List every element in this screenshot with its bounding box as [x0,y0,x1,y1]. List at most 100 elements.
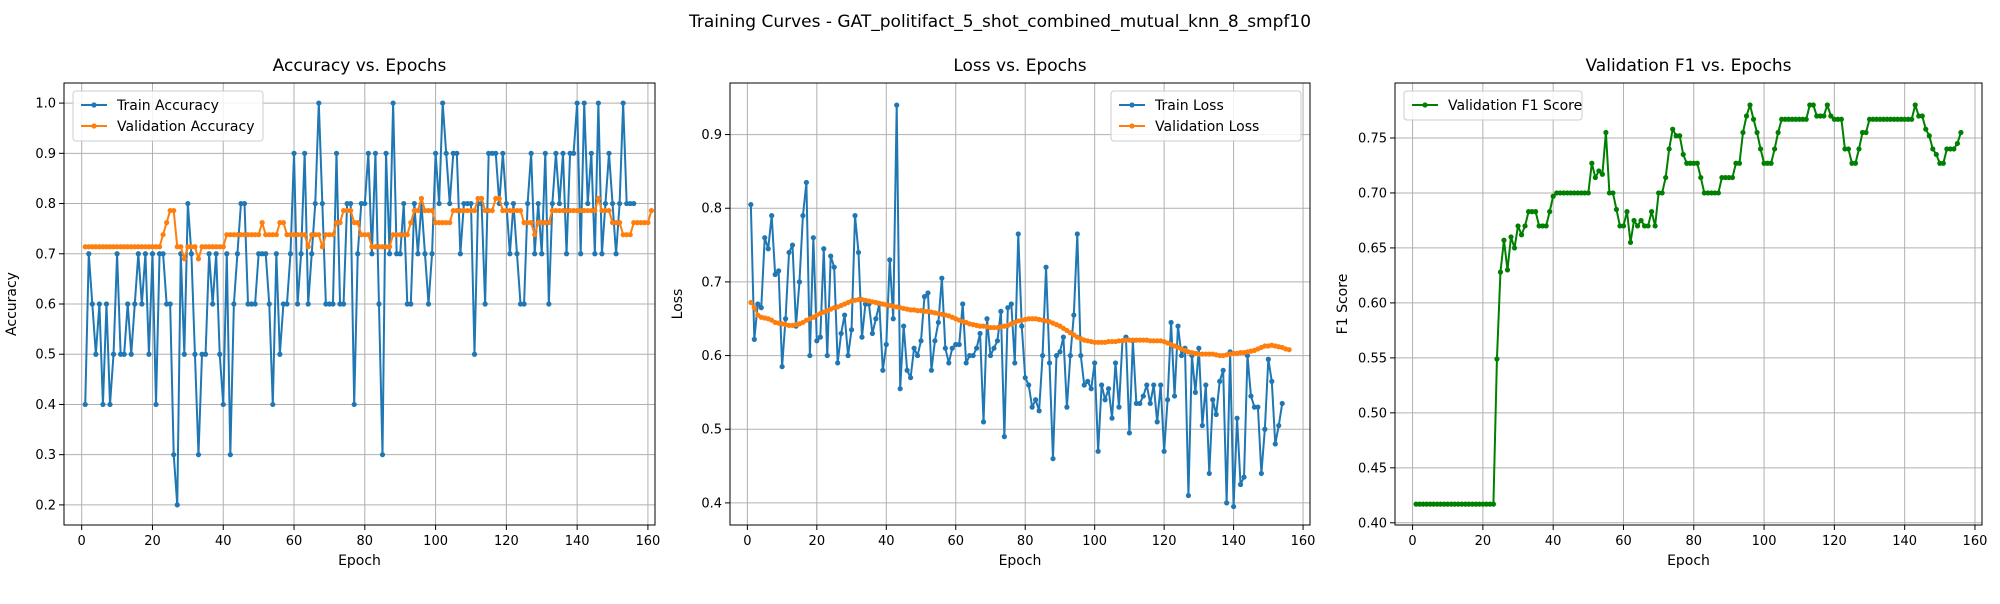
data-point [376,301,382,307]
data-point [1165,397,1171,403]
data-point [1715,190,1721,196]
data-point [415,251,421,257]
data-point [174,502,180,508]
data-point [592,251,598,257]
data-point [960,301,966,307]
data-point [171,452,177,458]
data-point [390,100,396,106]
data-point [447,220,453,226]
data-point [1624,209,1630,215]
data-point [1248,393,1254,399]
data-point [1589,160,1595,166]
y-tick-label: 0.6 [35,298,56,313]
legend-box [72,90,264,142]
data-point [782,316,789,322]
data-point [429,251,435,257]
data-point [755,301,761,307]
data-point [1620,223,1627,229]
legend-marker [91,102,97,108]
data-point [213,251,219,257]
data-point [842,312,848,318]
data-point [408,220,414,226]
y-axis-label: Accuracy [4,272,20,336]
data-point [762,235,768,241]
data-point [814,338,820,344]
data-point [1210,397,1216,403]
data-point [1019,323,1025,329]
data-point [588,150,594,156]
data-point [1494,356,1500,362]
data-point [1926,133,1932,139]
data-point [96,301,102,307]
data-point [987,352,994,359]
x-tick-label: 40 [215,534,232,549]
y-tick-label: 0.5 [701,423,722,438]
data-point [280,220,287,226]
data-point [305,244,311,250]
data-point [803,179,810,186]
data-point [171,207,177,214]
data-point [220,244,226,250]
data-point [1518,232,1525,238]
data-point [751,305,757,311]
data-point [319,200,325,207]
data-point [1645,223,1651,229]
y-tick-label: 0.70 [1358,186,1387,201]
data-point [1680,151,1686,158]
y-axis-label: Loss [670,289,686,320]
data-point [1631,217,1637,224]
data-point [316,100,322,106]
data-point [404,232,410,238]
x-tick-label: 80 [1685,534,1702,549]
legend-marker [1422,102,1428,108]
data-point [348,207,354,214]
data-point [195,452,202,458]
data-point [855,249,862,256]
data-point [883,341,889,348]
data-point [1102,397,1108,403]
data-point [914,352,921,359]
data-point [1958,129,1964,136]
data-point [1933,151,1939,158]
x-tick-label: 60 [947,534,964,549]
data-point [1747,102,1753,108]
data-point [542,150,548,156]
x-tick-label: 100 [1082,534,1107,549]
data-point [546,220,552,226]
data-point [89,301,95,307]
data-point [535,200,541,207]
data-point [831,264,837,270]
data-point [1740,129,1746,136]
data-point [1088,386,1094,392]
data-point [500,150,506,156]
data-point [1199,422,1205,429]
loss-panel: 0 20 40 60 80 100 120 140 160 0.4 0.5 0.6 0.7 0.8 0.9 L… [670,56,1315,569]
data-point [1652,223,1658,229]
data-point [273,251,279,257]
x-tick-label: 40 [878,534,895,549]
data-point [1803,116,1809,122]
data-point [1543,223,1549,229]
data-point [156,244,163,250]
data-point [340,301,347,307]
data-point [1504,267,1511,273]
data-point [316,232,322,238]
y-tick-label: 0.9 [701,128,722,143]
legend: Train Accuracy Validation Accuracy [72,90,264,142]
data-point [1244,352,1251,359]
y-tick-label: 0.8 [35,197,56,212]
data-point [1279,400,1285,407]
data-point [998,308,1004,314]
y-tick-label: 1.0 [35,97,56,112]
data-point [645,220,651,226]
data-point [355,220,361,226]
data-point [869,330,876,337]
data-point [973,345,980,351]
data-point [1585,190,1591,196]
x-tick-label: 20 [144,534,161,549]
y-tick-label: 0.7 [35,247,56,262]
data-point [617,220,623,226]
data-point [510,200,517,207]
data-point [202,351,209,357]
data-point [348,200,354,207]
